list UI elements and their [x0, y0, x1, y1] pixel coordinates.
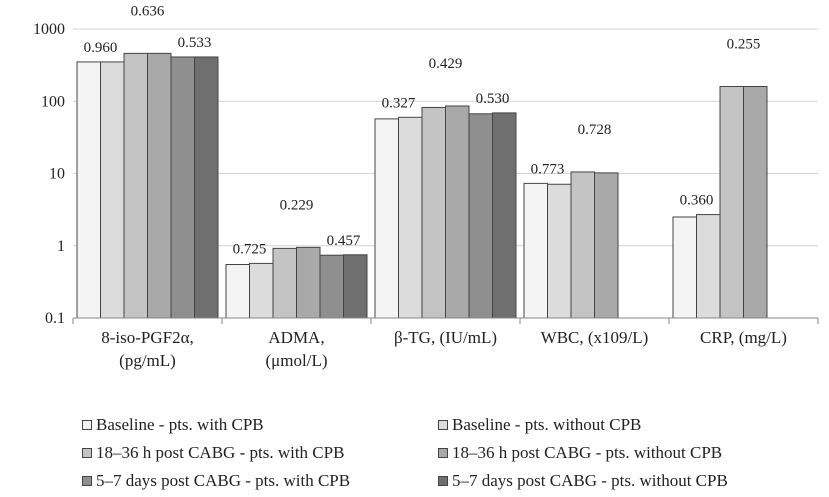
p-value-label: 0.229 [280, 197, 314, 213]
y-tick-label: 10 [49, 166, 65, 183]
bar [123, 52, 148, 319]
p-value-label: 0.360 [680, 193, 714, 209]
x-category-label: 8-iso-PGF2α, [101, 328, 194, 347]
bar [719, 86, 744, 319]
x-category-label: β-TG, (IU/mL) [394, 328, 497, 347]
bar [523, 182, 548, 319]
bar [249, 262, 274, 319]
x-category-label: CRP, (mg/L) [700, 328, 787, 347]
p-value-label: 0.457 [327, 233, 361, 249]
p-value-label: 0.327 [382, 95, 416, 111]
bar [319, 254, 344, 319]
bar [76, 61, 101, 319]
bar [398, 116, 423, 319]
x-category-label: ADMA, [268, 328, 324, 347]
bar [445, 105, 470, 319]
p-value-label: 0.530 [476, 91, 510, 107]
bar [672, 216, 697, 319]
y-tick-label: 0.1 [45, 310, 65, 327]
p-value-label: 0.636 [131, 3, 165, 19]
x-category-label: (pg/mL) [119, 351, 176, 370]
p-value-label: 0.960 [84, 40, 118, 56]
y-tick-label: 1000 [33, 21, 65, 38]
y-tick-label: 1 [57, 238, 65, 255]
x-category-label: (μmol/L) [266, 351, 328, 370]
bar [170, 56, 195, 319]
p-value-label: 0.429 [429, 56, 463, 72]
y-tick-label: 100 [41, 93, 65, 110]
bar [100, 61, 125, 319]
bar [194, 56, 219, 319]
bar [225, 264, 250, 319]
bar [147, 52, 172, 319]
x-category-label: WBC, (x109/L) [541, 328, 649, 347]
bar [696, 214, 721, 319]
bar [743, 86, 768, 319]
p-value-label: 0.255 [727, 37, 761, 53]
bar [374, 118, 399, 319]
bar [547, 183, 572, 319]
bar [570, 171, 595, 319]
p-value-label: 0.533 [178, 35, 212, 51]
bar [272, 247, 297, 319]
bar [594, 172, 619, 319]
bar [468, 113, 493, 319]
bar [492, 112, 517, 319]
bar [421, 106, 446, 319]
p-value-label: 0.728 [578, 122, 612, 138]
bar [296, 246, 321, 319]
bar [343, 254, 368, 319]
p-value-label: 0.725 [233, 241, 267, 257]
p-value-label: 0.773 [531, 161, 565, 177]
